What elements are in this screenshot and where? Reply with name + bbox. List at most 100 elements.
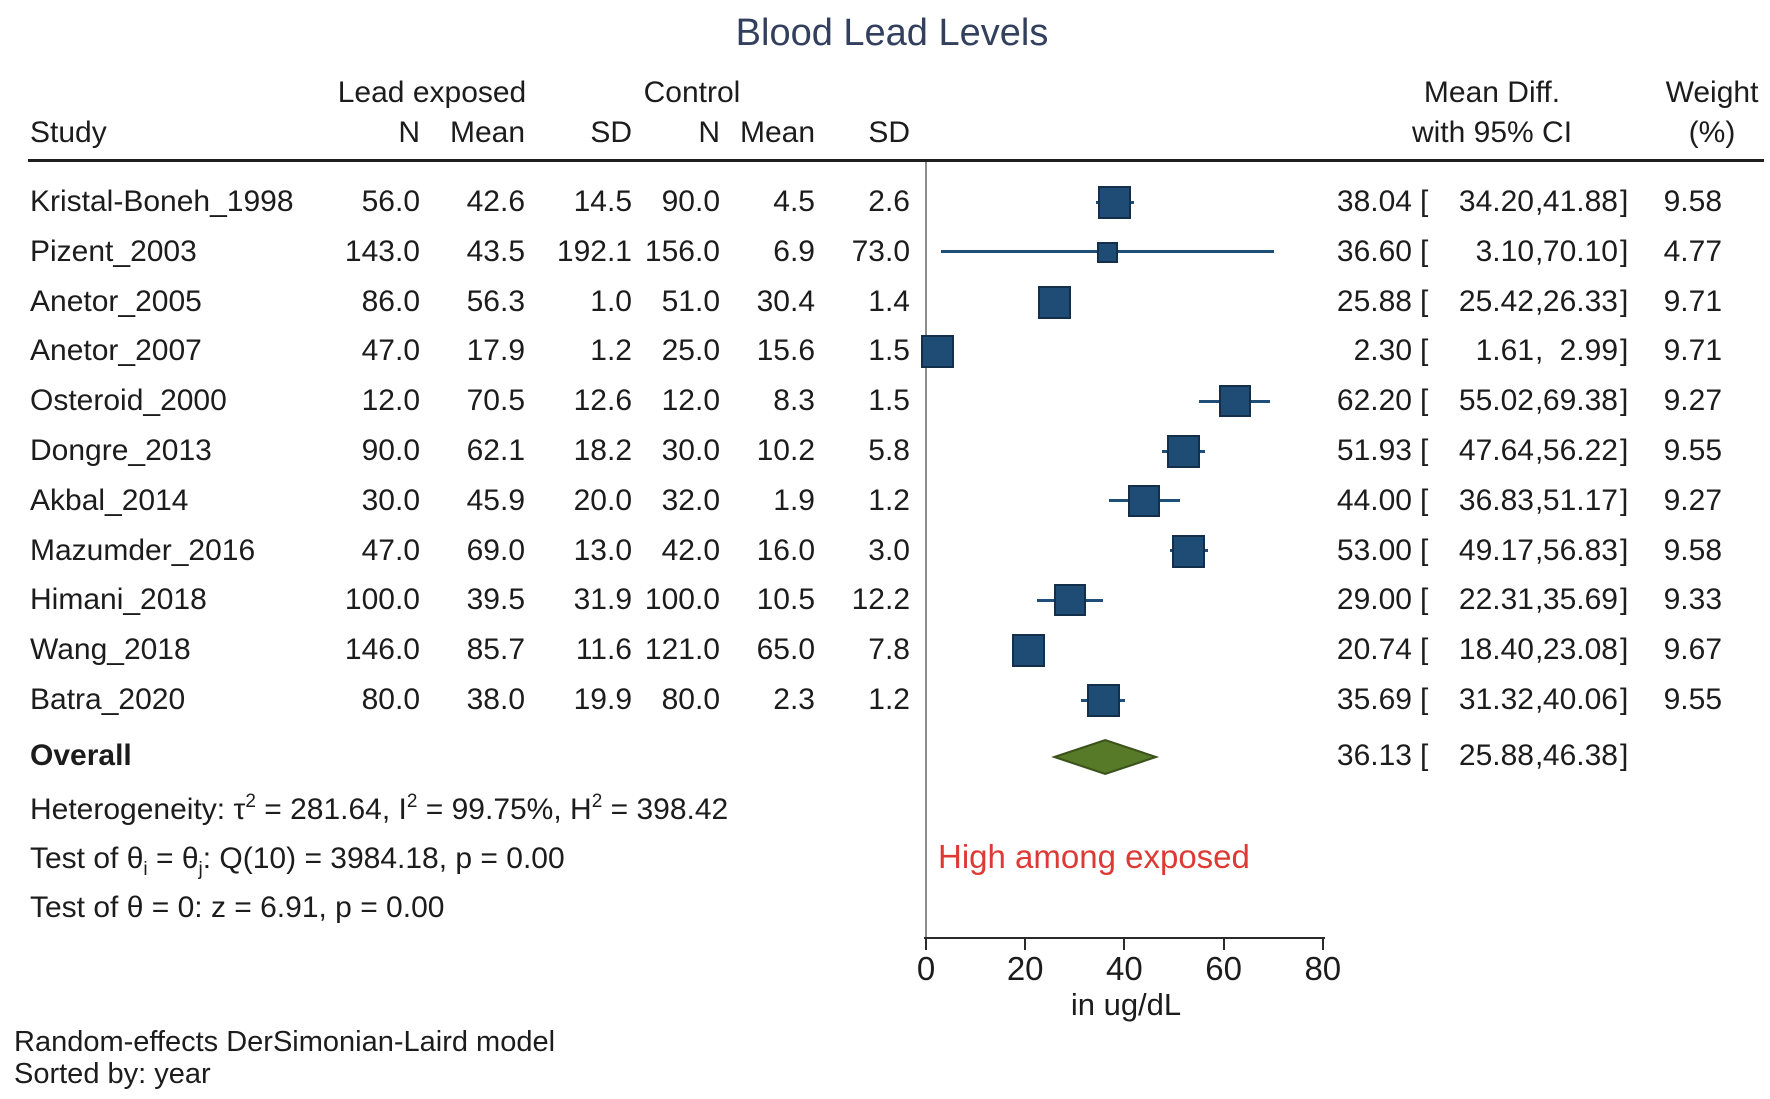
control-n: 90.0 (661, 185, 720, 218)
comma: , (1535, 739, 1544, 772)
exposed-mean: 70.5 (466, 384, 525, 418)
exposed-n: 47.0 (361, 533, 420, 567)
overall-label: Overall (30, 739, 132, 772)
bracket-close: ] (1620, 234, 1629, 268)
exposed-mean: 62.1 (466, 434, 525, 467)
mean-diff: 51.93 (1336, 434, 1412, 467)
header-weight: Weight (1665, 76, 1759, 109)
axis-tick (1321, 937, 1324, 950)
ci-low: 55.02 (1458, 384, 1534, 418)
exposed-mean: 56.3 (466, 284, 525, 318)
control-n: 156.0 (644, 234, 720, 268)
bracket-open: [ (1420, 334, 1429, 368)
control-n: 80.0 (661, 683, 720, 716)
weight-value: 9.58 (1663, 533, 1722, 567)
bracket-open: [ (1420, 234, 1429, 268)
exposed-sd: 12.6 (573, 384, 632, 418)
overall-row: Overall 36.13 [ 25.88 , 46.38 ] (0, 731, 1770, 781)
header-study: Study (30, 116, 107, 149)
bracket-close: ] (1620, 633, 1629, 667)
control-mean: 15.6 (756, 334, 815, 368)
header-mean-diff: Mean Diff. (1423, 76, 1561, 109)
comma: , (1535, 185, 1544, 218)
axis-tick (1123, 937, 1126, 950)
axis-tick-label: 60 (1205, 950, 1242, 987)
bracket-close: ] (1620, 483, 1629, 517)
study-label: Dongre_2013 (30, 434, 212, 467)
study-row: Dongre_2013 90.0 62.1 18.2 30.0 10.2 5.8… (0, 426, 1770, 476)
exposed-n: 100.0 (344, 583, 420, 617)
exposed-mean: 38.0 (466, 683, 525, 716)
control-mean: 4.5 (773, 185, 815, 218)
study-label: Mazumder_2016 (30, 533, 256, 567)
mean-diff: 35.69 (1336, 683, 1412, 716)
weight-value: 9.71 (1663, 334, 1722, 368)
overall-ci-low: 25.88 (1458, 739, 1534, 772)
stats-text: j (198, 859, 203, 880)
stats-line: Test of θi = θj: Q(10) = 3984.18, p = 0.… (30, 834, 565, 884)
bracket-close: ] (1620, 533, 1629, 567)
study-row: Anetor_2007 47.0 17.9 1.2 25.0 15.6 1.5 … (0, 326, 1770, 376)
ci-low: 36.83 (1458, 483, 1534, 517)
bracket-open: [ (1420, 583, 1429, 617)
control-sd: 2.6 (868, 185, 910, 218)
axis-tick-label: 80 (1304, 950, 1342, 987)
mean-diff: 29.00 (1336, 583, 1412, 617)
header-control-sd: SD (868, 116, 910, 149)
control-mean: 10.5 (756, 583, 815, 617)
exposed-mean: 45.9 (466, 483, 525, 517)
comma: , (1535, 633, 1544, 667)
exposed-sd: 20.0 (573, 483, 632, 517)
exposed-sd: 1.2 (590, 334, 632, 368)
bracket-close: ] (1620, 384, 1629, 418)
control-n: 100.0 (644, 583, 720, 617)
comma: , (1535, 683, 1544, 716)
bracket-close: ] (1620, 583, 1629, 617)
overall-ci-high: 46.38 (1542, 739, 1618, 772)
control-mean: 8.3 (773, 384, 815, 418)
axis-tick (925, 937, 927, 950)
control-mean: 2.3 (773, 683, 815, 716)
mean-diff: 62.20 (1336, 384, 1412, 418)
control-sd: 1.4 (868, 284, 910, 318)
weight-value: 9.71 (1663, 284, 1722, 318)
ci-high: 26.33 (1542, 284, 1618, 318)
ci-low: 3.10 (1475, 234, 1534, 268)
x-axis-label: in ug/dL (1070, 987, 1182, 1022)
effect-square (1172, 534, 1205, 568)
bracket-close: ] (1620, 334, 1629, 368)
exposed-n: 12.0 (361, 384, 420, 418)
bracket-close: ] (1620, 185, 1629, 218)
axis-tick (1024, 937, 1027, 950)
bracket-open: [ (1420, 683, 1429, 716)
mean-diff: 36.60 (1336, 234, 1412, 268)
ci-low: 31.32 (1458, 683, 1534, 716)
stats-text: = 398.42 (602, 793, 729, 826)
bracket-open: [ (1420, 384, 1429, 418)
stats-line: Test of θ = 0: z = 6.91, p = 0.00 (30, 883, 444, 933)
exposed-n: 30.0 (361, 483, 420, 517)
exposed-n: 80.0 (361, 683, 420, 716)
study-label: Kristal-Boneh_1998 (30, 185, 294, 218)
stats-text: Test of θ (30, 842, 144, 875)
effect-square (1219, 385, 1251, 418)
exposed-n: 143.0 (344, 234, 420, 268)
weight-value: 9.55 (1663, 434, 1722, 467)
header-exposed-mean: Mean (449, 116, 525, 149)
effect-square (1012, 634, 1045, 668)
study-row: Mazumder_2016 47.0 69.0 13.0 42.0 16.0 3… (0, 526, 1770, 576)
mean-diff: 44.00 (1336, 483, 1412, 517)
header-exposed-sd: SD (590, 116, 632, 149)
exposed-sd: 14.5 (573, 185, 632, 218)
stats-text: = 281.64, I (255, 793, 407, 826)
stats-text: 2 (245, 791, 256, 812)
effect-square (1167, 435, 1200, 468)
axis-tick-label: 20 (1006, 950, 1044, 987)
effect-square (1054, 584, 1086, 617)
study-row: Anetor_2005 86.0 56.3 1.0 51.0 30.4 1.4 … (0, 277, 1770, 327)
exposed-sd: 18.2 (573, 434, 632, 467)
mean-diff: 53.00 (1336, 533, 1412, 567)
control-n: 51.0 (661, 284, 720, 318)
weight-value: 9.27 (1663, 384, 1722, 418)
bracket-close: ] (1620, 739, 1629, 772)
